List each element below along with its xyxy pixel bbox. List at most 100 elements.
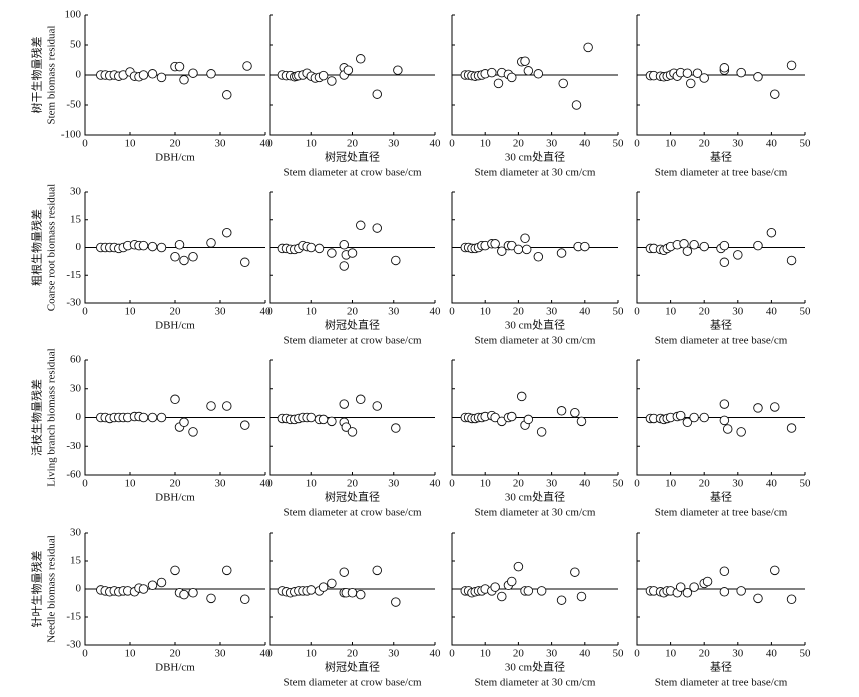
- point: [356, 54, 366, 64]
- point: [766, 227, 777, 238]
- point: [356, 394, 366, 405]
- x-tick-label: 40: [260, 306, 272, 318]
- x-tick-label: 30: [546, 648, 558, 660]
- point: [147, 241, 158, 252]
- x-tick-label: 30: [388, 138, 400, 150]
- x-tick-label: 40: [579, 306, 591, 318]
- point: [536, 586, 547, 596]
- x-tick-label: 20: [513, 306, 525, 318]
- point: [174, 61, 185, 72]
- x-axis-label: 30 cm处直径: [505, 150, 565, 164]
- y-axis-label: Needle biomass residual: [46, 535, 58, 643]
- point: [523, 586, 534, 596]
- point: [497, 591, 507, 602]
- point: [533, 69, 544, 79]
- x-tick-label: 40: [430, 138, 442, 150]
- x-axis-label: 30 cm处直径: [505, 490, 565, 504]
- point: [221, 565, 232, 576]
- x-tick-label: 20: [347, 478, 359, 490]
- x-axis-label: Stem diameter at crow base/cm: [283, 507, 422, 519]
- x-axis-label: Stem diameter at 30 cm/cm: [475, 167, 596, 179]
- point: [156, 242, 167, 253]
- point: [356, 589, 366, 600]
- y-tick-label: -30: [66, 297, 81, 309]
- point: [339, 567, 350, 577]
- y-tick-label: 60: [70, 354, 82, 366]
- point: [493, 78, 504, 89]
- point: [497, 246, 507, 256]
- point: [702, 576, 713, 587]
- point: [682, 68, 693, 78]
- point: [699, 241, 709, 252]
- x-tick-label: 20: [699, 138, 711, 150]
- point: [347, 427, 358, 437]
- point: [719, 566, 730, 577]
- x-tick-label: 30: [732, 138, 744, 150]
- point: [179, 417, 189, 428]
- x-tick-label: 10: [480, 478, 492, 490]
- point: [786, 594, 797, 605]
- point: [327, 248, 337, 258]
- point: [206, 69, 216, 79]
- point: [520, 56, 530, 66]
- point: [221, 90, 232, 100]
- point: [170, 251, 180, 262]
- point: [179, 75, 189, 85]
- x-axis-label: 30 cm处直径: [505, 660, 565, 674]
- point: [507, 411, 517, 422]
- point: [536, 427, 547, 437]
- point: [487, 67, 497, 78]
- x-tick-label: 20: [170, 138, 182, 150]
- point: [391, 597, 401, 607]
- x-axis-label: 树冠处直径: [325, 660, 380, 674]
- point: [689, 412, 699, 423]
- y-axis-label: Living branch biomass residual: [46, 348, 58, 486]
- point: [391, 423, 401, 433]
- x-tick-label: 30: [732, 648, 744, 660]
- x-axis-label: 基径: [710, 491, 732, 504]
- y-tick-label: -100: [61, 129, 82, 141]
- point: [523, 414, 534, 425]
- point: [188, 251, 198, 262]
- x-tick-label: 10: [480, 306, 492, 318]
- point: [239, 420, 250, 430]
- x-tick-label: 20: [347, 138, 359, 150]
- point: [356, 220, 366, 231]
- y-tick-label: -30: [66, 639, 81, 651]
- x-tick-label: 0: [449, 306, 455, 318]
- x-tick-label: 20: [513, 138, 525, 150]
- point: [570, 567, 580, 577]
- x-tick-label: 30: [732, 478, 744, 490]
- x-axis-label: Stem diameter at tree base/cm: [655, 167, 788, 179]
- x-tick-label: 0: [82, 478, 88, 490]
- x-tick-label: 10: [125, 478, 137, 490]
- x-tick-label: 10: [306, 306, 318, 318]
- x-axis-label: 树冠处直径: [325, 150, 380, 164]
- point: [490, 582, 500, 592]
- point: [682, 246, 693, 256]
- x-tick-label: 40: [430, 648, 442, 660]
- point: [147, 69, 158, 79]
- point: [339, 261, 350, 271]
- x-axis-label: DBH/cm: [155, 152, 195, 164]
- point: [347, 587, 358, 598]
- point: [699, 412, 709, 423]
- x-axis-label: Stem diameter at tree base/cm: [655, 335, 788, 347]
- point: [576, 416, 587, 427]
- x-tick-label: 0: [634, 478, 640, 490]
- point: [736, 427, 746, 437]
- x-axis-label: 30 cm处直径: [505, 318, 565, 332]
- point: [786, 423, 797, 433]
- point: [393, 65, 403, 75]
- point: [179, 255, 189, 266]
- x-tick-label: 0: [267, 478, 273, 490]
- y-tick-label: 50: [70, 39, 82, 51]
- point: [686, 78, 696, 89]
- point: [558, 78, 568, 89]
- point: [490, 239, 500, 249]
- x-axis-label: 基径: [710, 151, 732, 164]
- x-tick-label: 20: [170, 306, 182, 318]
- x-tick-label: 10: [665, 478, 677, 490]
- x-tick-label: 0: [449, 648, 455, 660]
